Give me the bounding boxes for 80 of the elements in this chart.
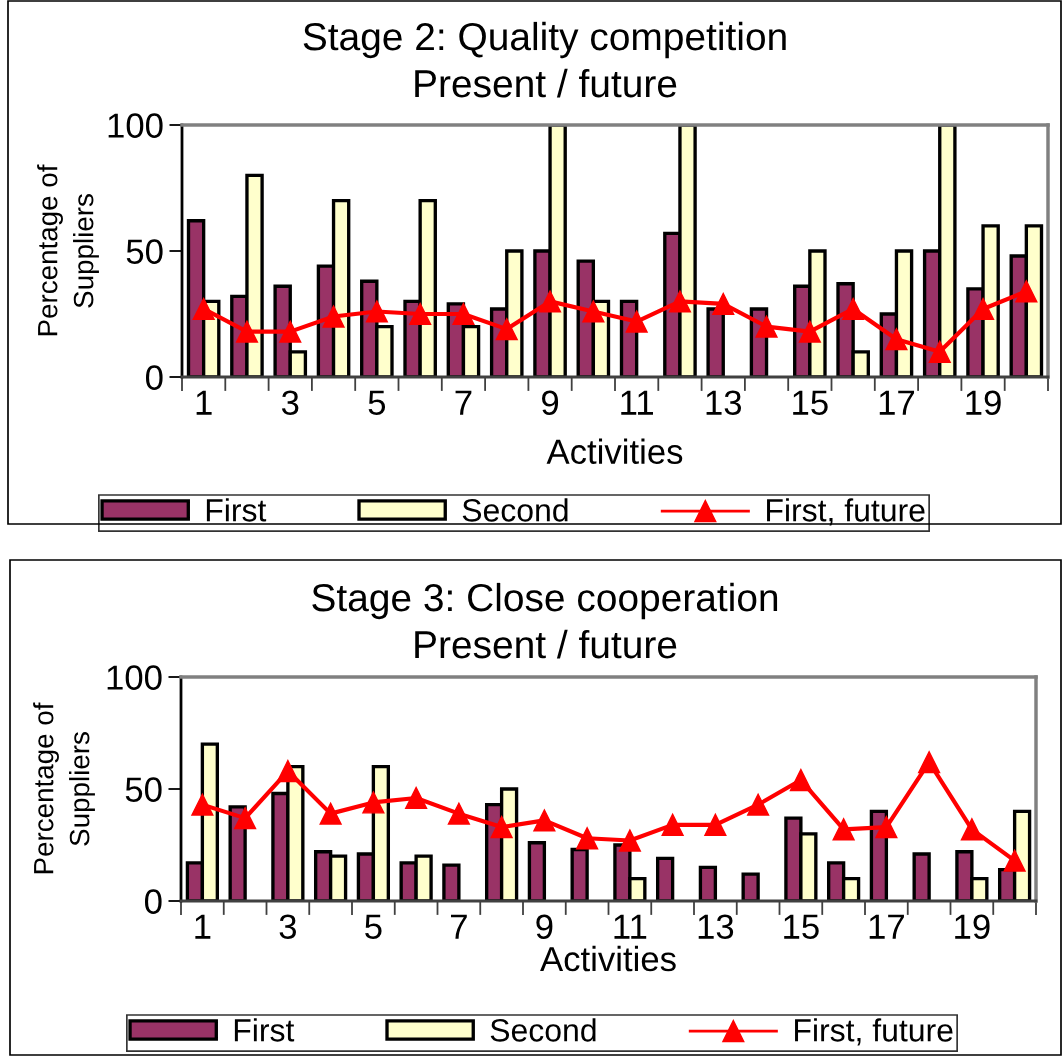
x-tick-label: 15 xyxy=(784,914,819,939)
x-tick-label: 19 xyxy=(955,914,990,939)
point xyxy=(319,802,342,825)
point xyxy=(576,827,599,850)
point xyxy=(1015,280,1038,303)
y-tick-label: 100 xyxy=(107,665,162,690)
x-tick-label: 17 xyxy=(879,390,915,415)
legend-label: Second xyxy=(490,1018,596,1042)
chart-subtitle: Present / future xyxy=(415,68,677,98)
x-tick-label: 11 xyxy=(621,390,653,415)
x-tick-label: 5 xyxy=(368,390,386,415)
x-tick-label: 9 xyxy=(542,390,559,415)
point xyxy=(704,813,727,836)
chart-subtitle: Present / future xyxy=(415,629,677,659)
x-axis-title: Activities xyxy=(546,438,683,465)
point xyxy=(668,290,692,313)
x-tick-label: 13 xyxy=(698,914,734,939)
point xyxy=(495,318,518,341)
y-tick-label: 0 xyxy=(144,889,162,914)
x-tick-label: 3 xyxy=(281,390,299,415)
point xyxy=(618,829,641,852)
chart-title: Stage 3: Close cooperation xyxy=(312,582,778,620)
x-tick-label: 3 xyxy=(279,914,296,939)
point xyxy=(842,297,865,321)
point xyxy=(276,759,299,783)
y-axis-title: Percentage of Suppliers xyxy=(37,164,99,336)
x-tick-label: 19 xyxy=(966,390,1001,415)
x-tick-label: 9 xyxy=(536,914,553,939)
x-tick-label: 15 xyxy=(793,390,828,415)
point xyxy=(960,818,983,841)
point xyxy=(234,807,257,830)
point xyxy=(447,802,470,825)
x-axis-title: Activities xyxy=(540,945,676,972)
x-tick-label: 1 xyxy=(196,390,212,415)
point xyxy=(798,320,821,343)
legend-label: First xyxy=(234,1018,295,1042)
x-tick-label: 7 xyxy=(451,914,467,939)
x-tick-label: 5 xyxy=(365,914,382,939)
x-tick-label: 11 xyxy=(614,914,647,939)
point xyxy=(322,305,345,328)
chart-title: Stage 2: Quality competition xyxy=(303,21,786,59)
point xyxy=(875,815,898,839)
point xyxy=(365,300,388,323)
legend-label: First, future xyxy=(795,1018,953,1046)
x-tick-label: 1 xyxy=(195,914,211,939)
point xyxy=(362,791,385,814)
point xyxy=(755,315,778,338)
y-tick-label: 0 xyxy=(145,365,163,390)
point xyxy=(452,302,475,326)
point xyxy=(885,328,908,351)
x-tick-label: 7 xyxy=(455,390,472,415)
x-tick-label: 17 xyxy=(869,914,904,939)
point xyxy=(192,297,215,321)
point xyxy=(928,340,951,363)
point xyxy=(712,292,735,316)
point xyxy=(533,809,556,832)
point xyxy=(409,302,432,326)
point xyxy=(625,310,648,333)
point xyxy=(405,786,428,810)
legend-label: First, future xyxy=(767,498,925,526)
point xyxy=(235,320,259,343)
point xyxy=(582,300,605,323)
y-tick-label: 50 xyxy=(126,239,163,264)
point xyxy=(918,751,941,774)
point xyxy=(490,815,513,839)
legend-label: First xyxy=(206,498,267,522)
point xyxy=(661,813,684,836)
y-tick-label: 100 xyxy=(108,113,163,138)
point xyxy=(191,793,214,816)
point xyxy=(538,290,562,313)
point xyxy=(789,768,812,792)
legend-label: Second xyxy=(462,498,568,522)
y-tick-label: 50 xyxy=(125,777,162,802)
point xyxy=(279,320,302,343)
x-tick-label: 13 xyxy=(706,390,742,415)
y-axis-title: Percentage of Suppliers xyxy=(33,702,95,874)
point xyxy=(971,297,995,321)
point xyxy=(832,818,855,841)
point xyxy=(1003,849,1026,872)
point xyxy=(747,793,770,816)
